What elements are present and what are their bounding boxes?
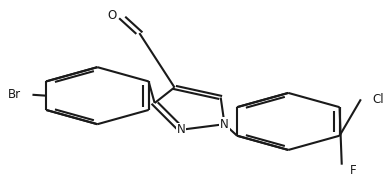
Text: O: O: [107, 9, 117, 22]
Text: N: N: [220, 118, 229, 131]
Text: Br: Br: [8, 88, 21, 101]
Text: N: N: [177, 123, 186, 136]
Text: F: F: [349, 164, 356, 177]
Text: Cl: Cl: [372, 93, 384, 106]
